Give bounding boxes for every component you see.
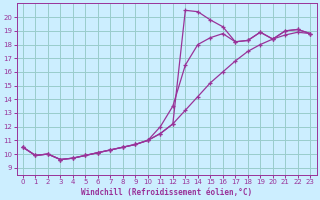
- X-axis label: Windchill (Refroidissement éolien,°C): Windchill (Refroidissement éolien,°C): [81, 188, 252, 197]
